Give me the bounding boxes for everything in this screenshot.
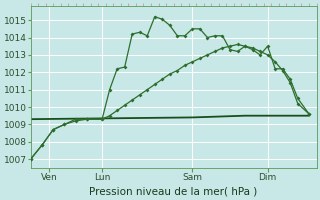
X-axis label: Pression niveau de la mer( hPa ): Pression niveau de la mer( hPa ) <box>90 187 258 197</box>
